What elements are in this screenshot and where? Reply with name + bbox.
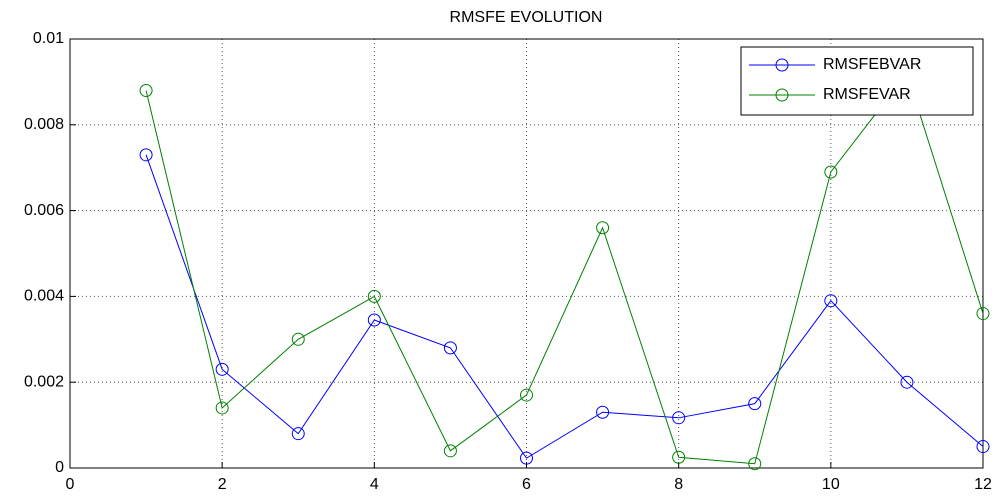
legend-label: RMSFEBVAR (823, 56, 921, 73)
data-point (139, 83, 153, 97)
data-point (748, 397, 762, 411)
data-point (443, 444, 457, 458)
x-tick-label: 10 (822, 476, 840, 493)
y-tick-label: 0.006 (24, 202, 64, 219)
x-tick-label: 6 (522, 476, 531, 493)
data-point (215, 401, 229, 415)
data-point (520, 451, 533, 465)
legend-marker (775, 58, 789, 72)
legend-box (740, 46, 974, 116)
chart-title: RMSFE EVOLUTION (450, 9, 603, 26)
y-tick-label: 0.002 (24, 373, 64, 390)
data-point (748, 457, 762, 471)
data-point (367, 289, 381, 303)
data-point (672, 411, 686, 425)
data-point (596, 405, 610, 419)
y-tick-label: 0.01 (33, 30, 64, 47)
plot-frame (69, 38, 984, 469)
y-tick-label: 0.004 (24, 288, 64, 305)
legend-label: RMSFEVAR (823, 86, 911, 103)
data-point (291, 332, 305, 346)
data-point (824, 294, 838, 308)
legend-marker (775, 88, 789, 102)
x-tick-label: 12 (974, 476, 992, 493)
data-point (367, 313, 381, 327)
x-tick-label: 2 (218, 476, 227, 493)
series-line (145, 72, 984, 465)
data-point (976, 307, 990, 321)
x-tick-label: 4 (370, 476, 379, 493)
data-point (976, 440, 990, 454)
data-point (824, 165, 838, 179)
data-point (291, 427, 305, 441)
data-point (596, 221, 610, 235)
data-point (672, 450, 686, 464)
data-point (139, 148, 153, 162)
series-line (145, 154, 984, 459)
x-tick-label: 0 (66, 476, 75, 493)
data-point (215, 362, 229, 376)
y-tick-label: 0.008 (24, 116, 64, 133)
x-tick-label: 8 (674, 476, 683, 493)
y-tick-label: 0 (55, 459, 64, 476)
data-point (900, 375, 914, 389)
data-point (520, 388, 533, 402)
data-point (443, 341, 457, 355)
